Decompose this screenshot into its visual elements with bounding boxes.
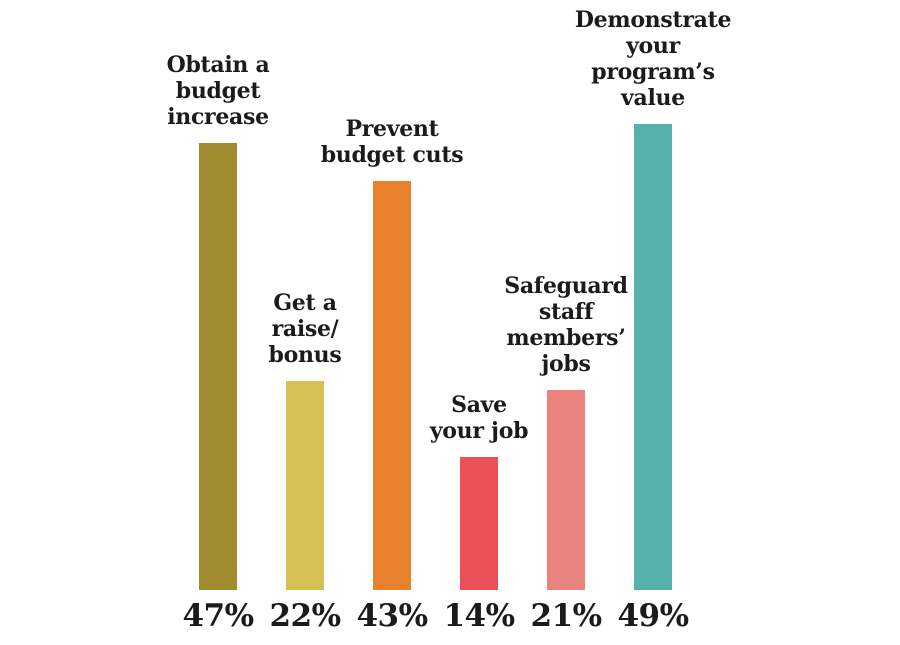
bar-category-label: Get a raise/bonus [269, 290, 342, 368]
bar-column: Demonstrate your program’s value 49% [558, 0, 748, 645]
bar-category-label-line: members’ [506, 325, 626, 351]
bar-category-label-line: your [626, 33, 680, 59]
bar [460, 457, 498, 590]
bar [286, 381, 324, 590]
bar-column: Save your job 14% [384, 0, 574, 645]
bar-category-label-line: increase [167, 104, 269, 130]
bar-category-label-line: Save [451, 392, 507, 418]
bar-category-label-line: value [621, 85, 685, 111]
bar-value-label: 43% [356, 598, 428, 634]
bar-category-label-line: Obtain a [166, 52, 270, 78]
bar-category-label-line: your job [429, 418, 529, 444]
bar-column: Prevent budget cuts 43% [297, 0, 487, 645]
bar-category-label: Save your job [429, 392, 529, 444]
bar [634, 124, 672, 590]
bar-category-label: Safeguard staff members’ jobs [504, 273, 628, 377]
bar-category-label-line: jobs [541, 351, 591, 377]
bar-value-label: 49% [617, 598, 689, 634]
bar-category-label-line: bonus [268, 342, 342, 368]
bar-value-label: 14% [443, 598, 515, 634]
bar-category-label-line: Prevent [345, 116, 439, 142]
bar-column: Obtain a budget increase 47% [123, 0, 313, 645]
bar-category-label-line: staff [538, 299, 594, 325]
bar-category-label-line: Demonstrate [574, 7, 732, 33]
bar-value-label: 47% [182, 598, 254, 634]
bar-column: Safeguard staff members’ jobs 21% [471, 0, 661, 645]
bar-value-label: 21% [530, 598, 602, 634]
bar [547, 390, 585, 590]
bar-value-label: 22% [269, 598, 341, 634]
bar-category-label-line: Get a [273, 290, 337, 316]
bar-category-label-line: budget cuts [320, 142, 464, 168]
bar-column: Get a raise/bonus 22% [210, 0, 400, 645]
bar-category-label-line: Safeguard [504, 273, 628, 299]
bar-category-label: Demonstrate your program’s value [574, 7, 732, 111]
bar-category-label: Obtain a budget increase [167, 52, 270, 130]
bar [199, 143, 237, 590]
bar [373, 181, 411, 590]
bar-category-label-line: program’s [591, 59, 715, 85]
bar-category-label: Prevent budget cuts [321, 116, 464, 168]
bar-category-label-line: raise/ [271, 316, 339, 342]
bar-category-label-line: budget [175, 78, 261, 104]
